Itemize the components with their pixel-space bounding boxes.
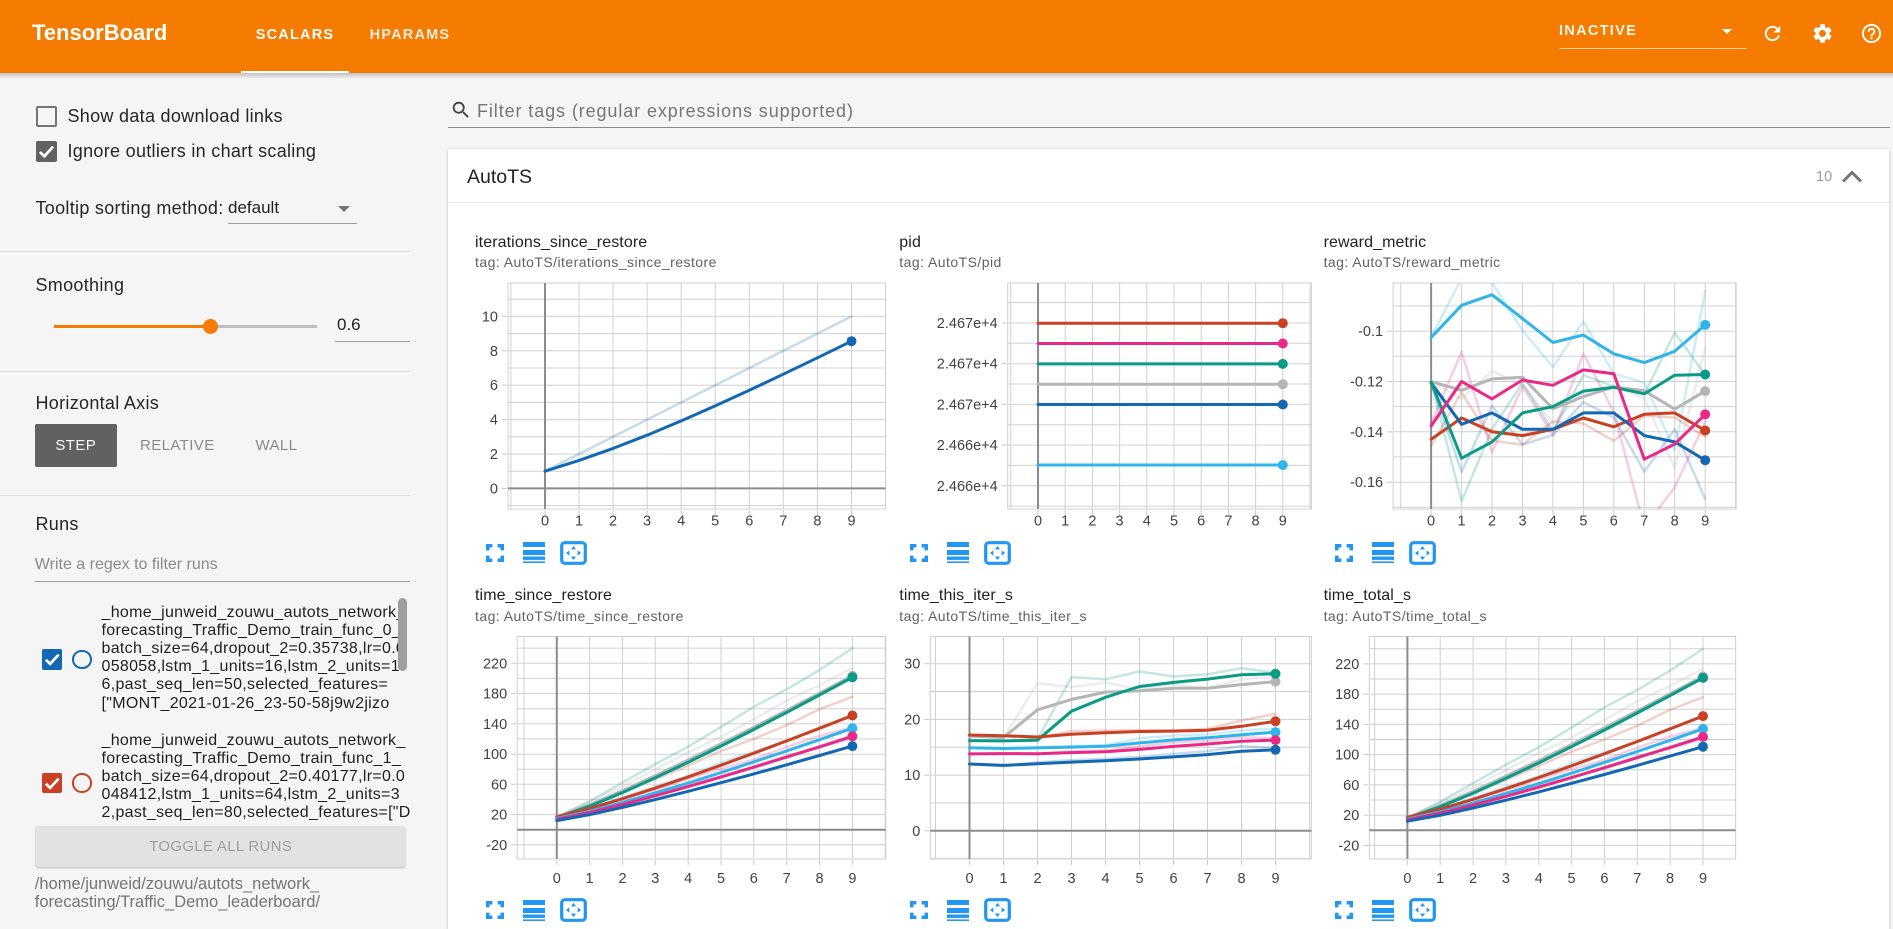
svg-text:6: 6 [1609,514,1617,530]
svg-text:4: 4 [677,514,685,530]
svg-text:6: 6 [750,871,758,887]
svg-text:9: 9 [1272,871,1280,887]
svg-text:220: 220 [483,656,507,672]
svg-text:2: 2 [1089,514,1097,530]
svg-text:5: 5 [711,514,719,530]
svg-text:6: 6 [1600,871,1608,887]
svg-text:2.466e+4: 2.466e+4 [937,438,998,454]
svg-text:9: 9 [1701,514,1709,530]
svg-text:140: 140 [483,717,507,733]
svg-text:10: 10 [482,309,498,325]
svg-text:7: 7 [779,514,787,530]
svg-text:20: 20 [1343,808,1359,824]
svg-text:6: 6 [490,378,498,394]
svg-text:60: 60 [1343,778,1359,794]
svg-text:-0.12: -0.12 [1350,375,1383,391]
svg-text:0: 0 [1427,514,1435,530]
svg-text:0: 0 [1034,514,1042,530]
svg-text:-0.14: -0.14 [1350,425,1383,441]
svg-text:180: 180 [483,687,507,703]
svg-text:1: 1 [1061,514,1069,530]
svg-text:2.467e+4: 2.467e+4 [937,316,998,332]
svg-text:0: 0 [966,871,974,887]
svg-text:2: 2 [1469,871,1477,887]
svg-text:10: 10 [904,768,920,784]
svg-text:1: 1 [586,871,594,887]
svg-text:5: 5 [1136,871,1144,887]
svg-text:5: 5 [1579,514,1587,530]
svg-text:2.466e+4: 2.466e+4 [937,479,998,495]
svg-text:5: 5 [1567,871,1575,887]
svg-text:7: 7 [1204,871,1212,887]
svg-text:-0.16: -0.16 [1350,475,1383,491]
svg-text:2.467e+4: 2.467e+4 [937,357,998,373]
svg-text:8: 8 [813,514,821,530]
svg-text:4: 4 [1102,871,1110,887]
svg-text:5: 5 [717,871,725,887]
svg-text:-20: -20 [486,838,507,854]
svg-text:0: 0 [553,871,561,887]
svg-text:9: 9 [1699,871,1707,887]
svg-text:20: 20 [904,712,920,728]
svg-text:8: 8 [815,871,823,887]
svg-text:2: 2 [609,514,617,530]
svg-text:180: 180 [1335,687,1359,703]
svg-text:9: 9 [848,871,856,887]
svg-text:7: 7 [1225,514,1233,530]
svg-text:-20: -20 [1338,838,1359,854]
svg-text:7: 7 [783,871,791,887]
svg-text:1: 1 [1000,871,1008,887]
svg-text:60: 60 [491,777,507,793]
svg-text:30: 30 [904,657,920,673]
svg-text:0: 0 [541,514,549,530]
svg-text:6: 6 [1170,871,1178,887]
svg-text:1: 1 [1457,514,1465,530]
svg-text:3: 3 [1116,514,1124,530]
svg-text:3: 3 [1501,871,1509,887]
svg-text:2.467e+4: 2.467e+4 [937,397,998,413]
svg-text:4: 4 [490,413,498,429]
svg-text:4: 4 [684,871,692,887]
svg-text:8: 8 [490,344,498,360]
svg-text:8: 8 [1666,871,1674,887]
svg-text:2: 2 [1034,871,1042,887]
svg-text:140: 140 [1335,717,1359,733]
svg-text:4: 4 [1534,871,1542,887]
svg-text:7: 7 [1633,871,1641,887]
svg-text:2: 2 [1488,514,1496,530]
svg-text:5: 5 [1170,514,1178,530]
svg-text:100: 100 [483,747,507,763]
svg-text:9: 9 [847,514,855,530]
svg-text:7: 7 [1640,514,1648,530]
svg-text:0: 0 [913,824,921,840]
svg-text:2: 2 [490,447,498,463]
svg-text:1: 1 [575,514,583,530]
svg-text:4: 4 [1143,514,1151,530]
svg-text:8: 8 [1238,871,1246,887]
svg-text:8: 8 [1670,514,1678,530]
svg-text:3: 3 [643,514,651,530]
svg-text:2: 2 [618,871,626,887]
svg-text:0: 0 [490,481,498,497]
svg-text:9: 9 [1279,514,1287,530]
svg-text:4: 4 [1548,514,1556,530]
svg-text:6: 6 [1197,514,1205,530]
svg-text:0: 0 [1403,871,1411,887]
svg-text:1: 1 [1436,871,1444,887]
svg-text:-0.1: -0.1 [1358,324,1383,340]
svg-text:3: 3 [651,871,659,887]
svg-text:220: 220 [1335,657,1359,673]
svg-text:8: 8 [1252,514,1260,530]
svg-text:20: 20 [491,808,507,824]
svg-text:6: 6 [745,514,753,530]
svg-text:3: 3 [1068,871,1076,887]
svg-text:100: 100 [1335,748,1359,764]
svg-text:3: 3 [1518,514,1526,530]
